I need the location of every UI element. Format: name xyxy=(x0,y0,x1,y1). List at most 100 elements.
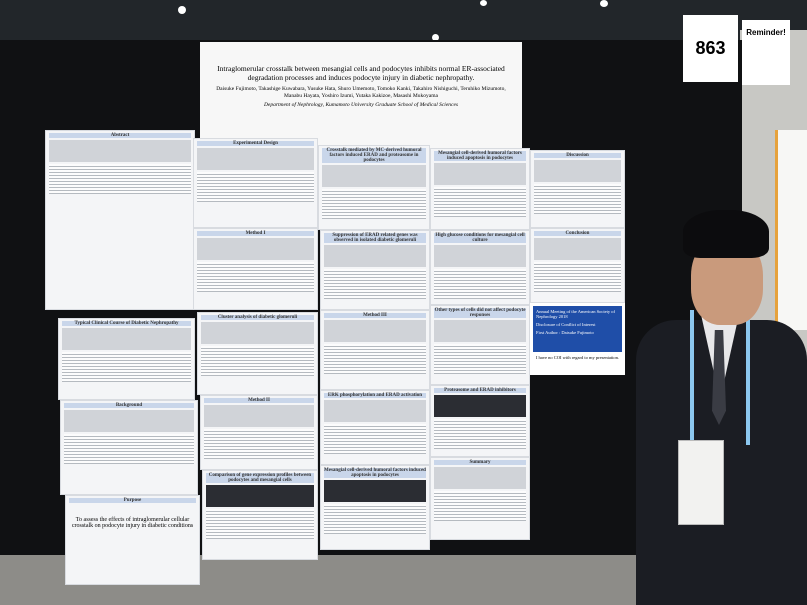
coi-banner: Annual Meeting of the American Society o… xyxy=(533,306,622,352)
coi-panel: Annual Meeting of the American Society o… xyxy=(530,303,625,375)
figure xyxy=(206,485,314,507)
figure xyxy=(434,245,526,267)
panel-heading: Purpose xyxy=(69,498,196,503)
panel-heading: Mesangial cell-derived humoral factors i… xyxy=(434,151,526,161)
figure xyxy=(204,405,314,427)
figure xyxy=(201,322,314,344)
coi-statement: I have no COI with regard to my presenta… xyxy=(535,355,620,360)
poster-panel: Mesangial cell-derived humoral factors i… xyxy=(430,148,530,230)
panel-heading: Comparison of gene expression profiles b… xyxy=(206,473,314,483)
body-text xyxy=(534,262,621,292)
next-poster xyxy=(775,130,807,330)
body-text xyxy=(434,187,526,217)
panel-heading: Other types of cells did not affect podo… xyxy=(434,308,526,318)
panel-heading: Suppression of ERAD related genes was ob… xyxy=(324,233,426,243)
figure xyxy=(324,245,426,267)
poster-panel: Crosstalk mediated by MC-derived humoral… xyxy=(318,145,430,230)
figure xyxy=(534,238,621,260)
panel-heading: Method II xyxy=(204,398,314,403)
figure xyxy=(64,410,194,432)
poster-panel: Experimental Design xyxy=(193,138,318,228)
body-text xyxy=(434,344,526,374)
light xyxy=(432,34,439,41)
figure xyxy=(324,480,426,502)
panel-heading: Method III xyxy=(324,313,426,318)
poster-panel: Comparison of gene expression profiles b… xyxy=(202,470,318,560)
panel-heading: Abstract xyxy=(49,133,191,138)
poster-panel: Typical Clinical Course of Diabetic Neph… xyxy=(58,318,195,400)
meeting: Annual Meeting of the American Society o… xyxy=(536,309,615,319)
poster-panel: High glucose conditions for mesangial ce… xyxy=(430,230,530,305)
poster-panel: Method III xyxy=(320,310,430,390)
poster-panel: Proteasome and ERAD inhibitors xyxy=(430,385,530,457)
figure xyxy=(434,320,526,342)
panel-heading: Background xyxy=(64,403,194,408)
panel-heading: Method I xyxy=(197,231,314,236)
booth-number: 863 xyxy=(683,15,738,82)
figure xyxy=(322,165,426,187)
body-text xyxy=(64,434,194,464)
department: Department of Nephrology, Kumamoto Unive… xyxy=(263,102,459,108)
authors: Daisuke Fujimoto, Takashige Kuwabara, Yu… xyxy=(216,86,506,99)
figure xyxy=(324,400,426,422)
panel-heading: Conclusion xyxy=(534,231,621,236)
poster-panel: Summary xyxy=(430,457,530,540)
panel-heading: Summary xyxy=(434,460,526,465)
body-text xyxy=(324,424,426,454)
tie xyxy=(712,330,726,425)
body-text xyxy=(49,164,191,194)
figure xyxy=(62,328,191,350)
figure xyxy=(434,467,526,489)
body-text xyxy=(434,491,526,521)
poster-panel: Cluster analysis of diabetic glomeruli xyxy=(197,312,318,395)
body-text xyxy=(534,184,621,214)
body-text xyxy=(322,189,426,219)
body-text xyxy=(434,269,526,299)
figure xyxy=(434,395,526,417)
panel-heading: High glucose conditions for mesangial ce… xyxy=(434,233,526,243)
coi-heading: Disclosure of Conflict of Interest xyxy=(536,322,596,327)
body-text xyxy=(206,509,314,539)
panel-heading: Cluster analysis of diabetic glomeruli xyxy=(201,315,314,320)
poster-panel: Mesangial cell-derived humoral factors i… xyxy=(320,465,430,550)
poster-panel: Purpose To assess the effects of intraglo… xyxy=(65,495,200,585)
poster-panel: Abstract xyxy=(45,130,195,310)
poster-panel: Discussion xyxy=(530,150,625,228)
poster-title: Intraglomerular crosstalk between mesang… xyxy=(217,64,505,82)
coi-author: First Author : Daisuke Fujimoto xyxy=(536,330,594,335)
body-text xyxy=(197,172,314,202)
body-text xyxy=(324,269,426,299)
panel-heading: Experimental Design xyxy=(197,141,314,146)
light xyxy=(480,0,487,6)
figure xyxy=(434,163,526,185)
panel-heading: Typical Clinical Course of Diabetic Neph… xyxy=(62,321,191,326)
lanyard xyxy=(690,310,750,445)
poster-panel: Method I xyxy=(193,228,318,310)
poster-panel: Method II xyxy=(200,395,318,470)
poster-panel: Suppression of ERAD related genes was ob… xyxy=(320,230,430,310)
light xyxy=(600,0,608,7)
body-text xyxy=(201,346,314,376)
hair xyxy=(683,210,769,258)
badge xyxy=(678,440,724,525)
body-text xyxy=(62,352,191,382)
poster-panel: Conclusion xyxy=(530,228,625,303)
body-text xyxy=(324,504,426,534)
title-sheet: Intraglomerular crosstalk between mesang… xyxy=(200,42,522,148)
panel-heading: Proteasome and ERAD inhibitors xyxy=(434,388,526,393)
figure xyxy=(197,148,314,170)
purpose-text: To assess the effects of intraglomerular… xyxy=(71,517,194,529)
figure xyxy=(197,238,314,260)
light xyxy=(178,6,186,14)
body-text xyxy=(324,344,426,374)
panel-heading: Crosstalk mediated by MC-derived humoral… xyxy=(322,148,426,163)
reminder-card: Reminder! xyxy=(742,20,790,85)
poster-panel: ERK phosphorylation and ERAD activation xyxy=(320,390,430,465)
body-text xyxy=(197,262,314,292)
poster-panel: Background xyxy=(60,400,198,495)
panel-heading: ERK phosphorylation and ERAD activation xyxy=(324,393,426,398)
body-text xyxy=(204,429,314,459)
panel-heading: Mesangial cell-derived humoral factors i… xyxy=(324,468,426,478)
figure xyxy=(49,140,191,162)
